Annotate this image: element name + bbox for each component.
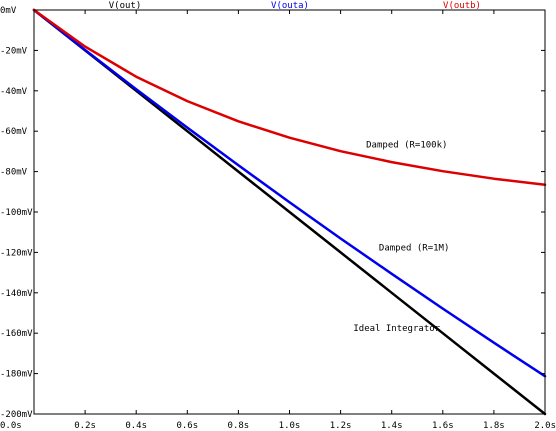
- legend-entry-3[interactable]: V(outb): [443, 1, 481, 11]
- x-tick-label: 1.2s: [330, 421, 352, 431]
- x-tick-labels: 0.0s 0.2s 0.4s 0.6s 0.8s 1.0s 1.2s 1.4s 1.6s 1.8s…: [0, 421, 556, 431]
- y-tick-label: -200mV: [0, 410, 33, 420]
- series-line-2: [32, 8, 547, 378]
- legend: V(out) V(outa) V(outb): [109, 1, 481, 11]
- y-tick-labels: 0mV -20mV -40mV -60mV -80mV -100mV -120mV -140m…: [0, 6, 33, 420]
- x-tick-label: 0.2s: [74, 421, 96, 431]
- series-line-3: [32, 8, 547, 186]
- annotation-label-2: Damped (R=1M): [379, 243, 449, 253]
- tick-marks: [33, 9, 546, 415]
- x-tick-label: 1.6s: [432, 421, 454, 431]
- annotation-label-3: Ideal Integrator: [353, 324, 440, 334]
- x-tick-label: 1.0s: [279, 421, 301, 431]
- x-tick-label: 0.0s: [0, 421, 22, 431]
- y-tick-label: -140mV: [0, 289, 33, 299]
- y-tick-label: -180mV: [0, 370, 33, 380]
- y-tick-label: -20mV: [0, 46, 28, 56]
- annotation-label-1: Damped (R=100k): [366, 140, 447, 150]
- x-tick-label: 1.4s: [381, 421, 403, 431]
- y-tick-label: -80mV: [0, 168, 28, 178]
- x-tick-label: 0.6s: [176, 421, 198, 431]
- traces: [32, 8, 547, 416]
- legend-entry-1[interactable]: V(out): [109, 1, 142, 11]
- y-tick-label: -100mV: [0, 208, 33, 218]
- x-tick-label: 1.8s: [483, 421, 505, 431]
- y-tick-label: 0mV: [0, 6, 17, 16]
- x-tick-label: 0.8s: [228, 421, 250, 431]
- annotations: Damped (R=100k) Damped (R=1M) Ideal Integr…: [353, 140, 449, 334]
- y-tick-label: -40mV: [0, 87, 28, 97]
- legend-entry-2[interactable]: V(outa): [271, 1, 309, 11]
- x-tick-label: 0.4s: [125, 421, 147, 431]
- x-tick-label: 2.0s: [534, 421, 556, 431]
- y-tick-label: -160mV: [0, 329, 33, 339]
- y-tick-label: -60mV: [0, 127, 28, 137]
- y-tick-label: -120mV: [0, 248, 33, 258]
